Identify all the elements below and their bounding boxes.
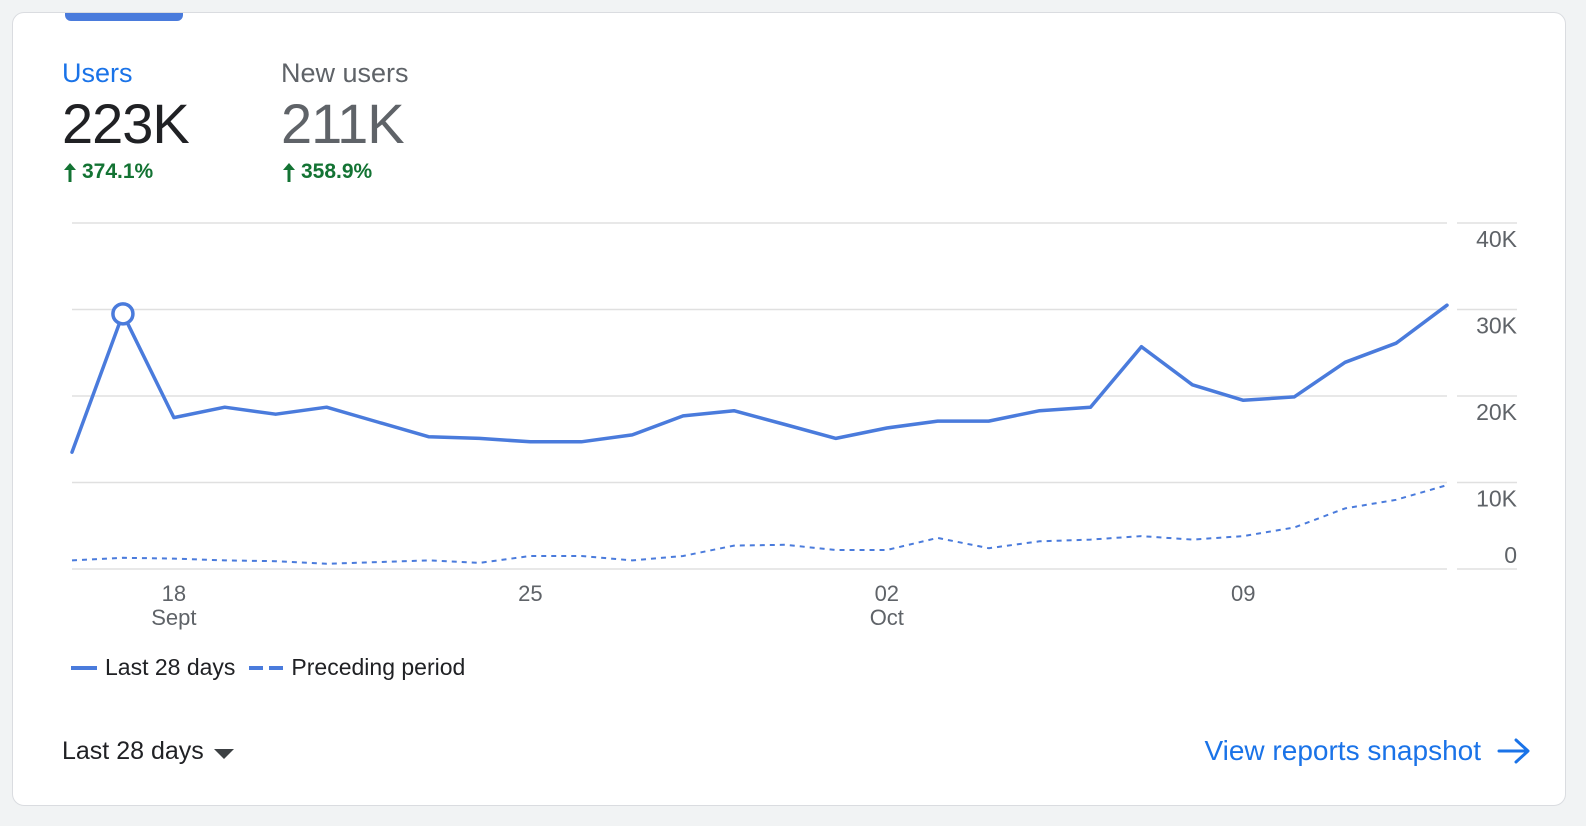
metric-users-change-value: 374.1% [82,160,154,183]
series-line-preceding-period [71,484,1448,565]
metric-new-users-value: 211K [281,92,405,155]
arrow-right-icon [1497,738,1530,764]
metric-new-users-label: New users [281,58,409,88]
view-reports-snapshot-label: View reports snapshot [1204,735,1481,766]
legend-item-last-28-days: Last 28 days [71,654,235,681]
series-line-last-28-days [70,303,1449,454]
y-tick-label: 20K [1476,399,1518,425]
metric-users-label: Users [62,58,133,88]
legend-item-preceding-period: Preceding period [249,654,465,681]
date-range-dropdown[interactable]: Last 28 days [62,737,234,766]
users-overview-card: Users 223K 374.1% New users 211K 358.9% … [12,12,1566,806]
metric-new-users-change: 358.9% [281,159,409,185]
y-tick-label: 30K [1476,313,1518,339]
metric-new-users[interactable]: New users 211K 358.9% [281,57,409,185]
metric-users[interactable]: Users 223K 374.1% [62,57,190,185]
metric-users-change: 374.1% [62,159,189,185]
legend-solid-swatch [71,665,97,670]
legend-dashed-label: Preceding period [291,654,466,680]
x-tick-month-label: Oct [870,605,904,630]
legend-solid-label: Last 28 days [105,654,236,680]
caret-down-icon [213,748,234,759]
y-tick-label: 10K [1476,486,1518,512]
y-tick-label: 40K [1476,226,1518,252]
highlight-point [111,302,135,326]
chart-legend: Last 28 days Preceding period [71,654,479,681]
selected-tab-indicator [65,13,183,21]
arrow-up-icon [64,163,76,182]
x-tick-label: 25 [518,581,542,606]
view-reports-snapshot-link[interactable]: View reports snapshot [1204,735,1531,767]
date-range-label: Last 28 days [62,737,204,765]
metric-new-users-change-value: 358.9% [301,160,373,183]
x-tick-label: 09 [1231,581,1255,606]
x-tick-label: 18 [162,581,186,606]
y-tick-label: 0 [1504,542,1517,568]
legend-dashed-swatch [249,665,284,670]
x-tick-month-label: Sept [151,605,196,630]
x-tick-label: 02 [875,581,899,606]
metric-users-value: 223K [62,92,190,155]
arrow-up-icon [283,163,295,182]
